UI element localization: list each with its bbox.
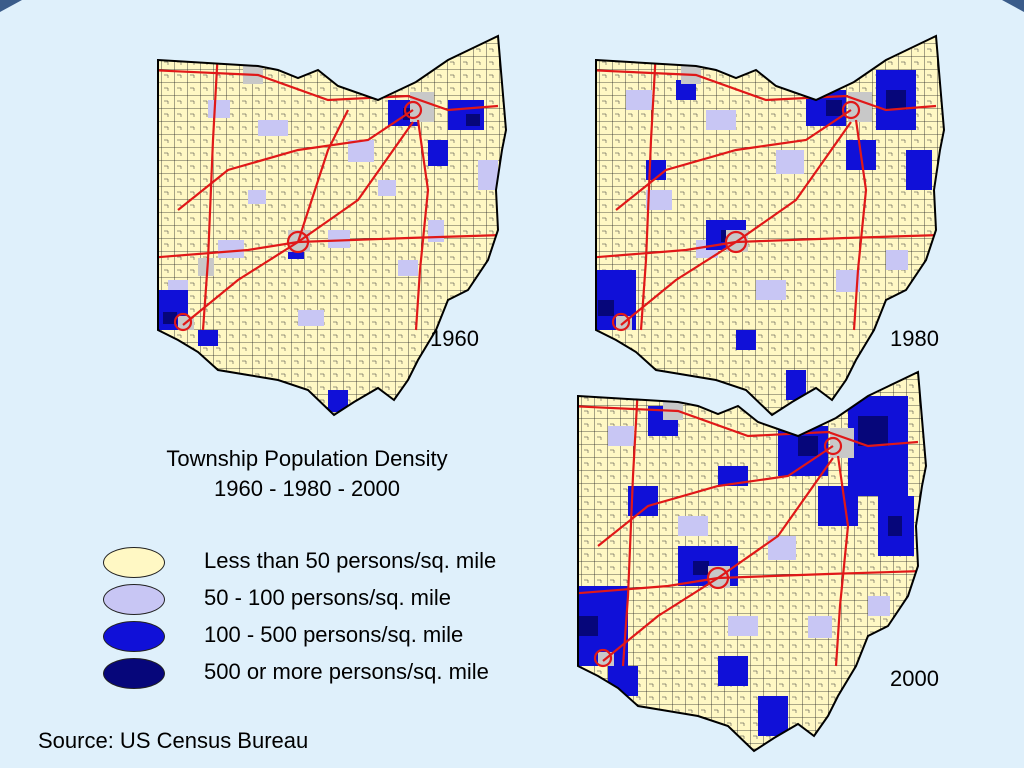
source-note: Source: US Census Bureau <box>38 728 309 753</box>
year-label-1960: 1960 <box>430 326 479 351</box>
legend-swatch-low <box>103 547 165 578</box>
legend-label: 500 or more persons/sq. mile <box>204 659 489 684</box>
year-label-1980: 1980 <box>890 326 939 351</box>
legend-label: 50 - 100 persons/sq. mile <box>204 585 452 610</box>
map-title-line2: 1960 - 1980 - 2000 <box>214 476 400 501</box>
ohio-map-1960 <box>148 30 510 420</box>
map-title-line1: Township Population Density <box>166 446 448 471</box>
corner-accent-top-left <box>0 0 22 12</box>
legend-label: 100 - 500 persons/sq. mile <box>204 622 464 647</box>
legend-swatch-very-high <box>103 658 165 689</box>
ohio-map-1980 <box>586 30 948 420</box>
year-label-2000: 2000 <box>890 666 939 691</box>
ohio-map-2000 <box>568 366 930 756</box>
legend-swatch-medium <box>103 584 165 615</box>
corner-accent-top-right <box>1002 0 1024 12</box>
legend-label: Less than 50 persons/sq. mile <box>204 548 497 573</box>
map-title: Township Population Density 1960 - 1980 … <box>105 444 509 504</box>
legend-swatch-high <box>103 621 165 652</box>
